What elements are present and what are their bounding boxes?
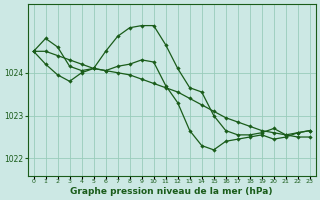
X-axis label: Graphe pression niveau de la mer (hPa): Graphe pression niveau de la mer (hPa) xyxy=(70,187,273,196)
